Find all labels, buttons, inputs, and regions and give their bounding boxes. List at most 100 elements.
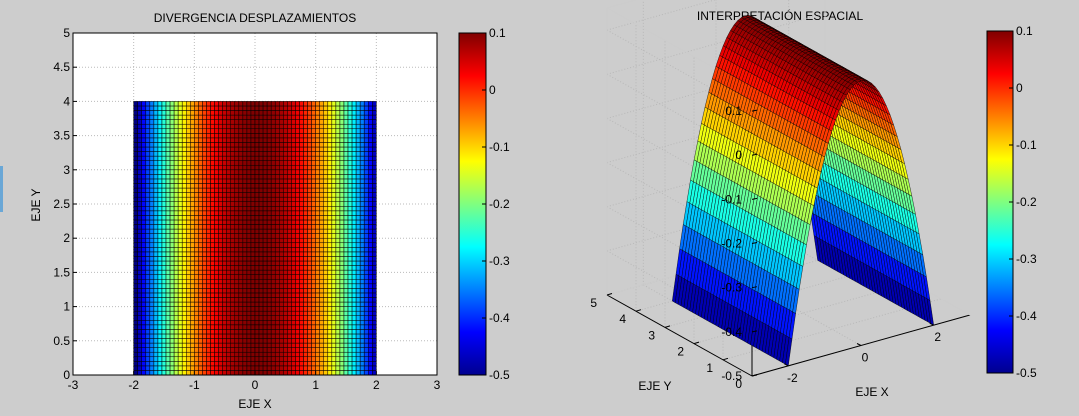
heatmap-cell <box>315 310 320 316</box>
heatmap-cell <box>303 247 308 253</box>
heatmap-cell <box>238 329 244 335</box>
heatmap-cell <box>161 219 167 225</box>
heatmap-cell <box>177 251 183 257</box>
heatmap-cell <box>351 169 357 175</box>
heatmap-cell <box>230 151 236 157</box>
heatmap-cell <box>137 338 143 344</box>
heatmap-cell <box>226 370 231 376</box>
heatmap-cell <box>319 137 325 143</box>
heatmap-cell <box>214 269 219 275</box>
heatmap-cell <box>222 278 227 285</box>
heatmap-cell <box>226 192 231 198</box>
heatmap-cell <box>202 361 207 367</box>
heatmap-cell <box>303 251 308 257</box>
heatmap-cell <box>279 164 284 171</box>
heatmap-cell <box>363 219 369 225</box>
heatmap-cell <box>287 292 292 298</box>
heatmap-cell <box>279 278 284 285</box>
heatmap-cell <box>327 110 333 116</box>
heatmap-cell <box>319 351 325 358</box>
heatmap-cell <box>137 128 143 134</box>
heatmap-cell <box>145 142 151 148</box>
heatmap-cell <box>194 101 199 107</box>
heatmap-cell <box>177 174 183 180</box>
heatmap-cell <box>214 133 219 139</box>
heatmap-cell <box>319 233 325 239</box>
heatmap-cell <box>246 347 252 353</box>
heatmap-cell <box>202 105 207 111</box>
heatmap-cell <box>226 164 231 171</box>
heatmap-cell <box>367 233 373 239</box>
heatmap-cell <box>234 256 240 262</box>
heatmap-cell <box>161 174 167 180</box>
heatmap-cell <box>185 329 191 335</box>
heatmap-cell <box>319 123 325 130</box>
heatmap-cell <box>335 119 341 125</box>
heatmap-cell <box>367 260 373 266</box>
heatmap-cell <box>210 256 215 262</box>
heatmap-cell <box>133 297 138 303</box>
heatmap-cell <box>133 265 138 271</box>
heatmap-cell <box>287 365 292 371</box>
heatmap-cell <box>359 123 365 130</box>
heatmap-cell <box>331 187 337 193</box>
heatmap-cell <box>331 101 337 107</box>
heatmap-cell <box>323 169 329 175</box>
heatmap-cell <box>165 169 171 175</box>
heatmap-cell <box>230 278 236 285</box>
heatmap-cell <box>283 288 288 294</box>
heatmap-cell <box>311 338 316 344</box>
heatmap-cell <box>226 274 231 280</box>
heatmap-cell <box>165 256 171 262</box>
heatmap-cell <box>270 347 276 353</box>
heatmap-cell <box>238 105 244 111</box>
heatmap-cell <box>287 338 292 344</box>
heatmap-cell <box>145 370 151 376</box>
heatmap-cell <box>242 356 248 362</box>
heatmap-cell <box>190 210 195 216</box>
heatmap-cell <box>242 338 248 344</box>
heatmap-cell <box>198 219 203 225</box>
heatmap-cell <box>157 192 163 198</box>
heatmap-cell <box>331 151 337 157</box>
heatmap-cell <box>254 178 260 184</box>
heatmap-cell <box>234 306 240 312</box>
heatmap-cell <box>367 178 373 184</box>
heatmap-cell <box>173 274 179 280</box>
heatmap-cell <box>315 164 320 171</box>
heatmap-cell <box>137 192 143 198</box>
heatmap-cell <box>250 361 256 367</box>
heatmap-cell <box>279 329 284 335</box>
heatmap-cell <box>214 329 219 335</box>
heatmap-cell <box>149 187 155 193</box>
heatmap-cell <box>299 192 304 198</box>
heatmap-cell <box>319 151 325 157</box>
heatmap-cell <box>274 128 280 134</box>
heatmap-cell <box>311 187 316 193</box>
heatmap-cell <box>319 196 325 202</box>
heatmap-cell <box>315 146 320 152</box>
heatmap-cell <box>254 155 260 161</box>
heatmap-cell <box>194 215 199 221</box>
heatmap-cell <box>343 114 349 120</box>
heatmap-cell <box>311 256 316 262</box>
heatmap-cell <box>218 260 223 266</box>
heatmap-cell <box>202 301 207 307</box>
heatmap-cell <box>181 361 187 367</box>
heatmap-cell <box>234 187 240 193</box>
heatmap-cell <box>258 151 264 157</box>
heatmap-cell <box>262 114 268 120</box>
heatmap-cell <box>279 233 284 239</box>
heatmap-cell <box>173 283 179 289</box>
heatmap-cell <box>230 333 236 339</box>
heatmap-cell <box>258 101 264 107</box>
heatmap-cell <box>323 251 329 257</box>
heatmap-cell <box>283 119 288 125</box>
heatmap-cell <box>149 215 155 221</box>
heatmap-y-tick-label: 1.5 <box>53 265 70 279</box>
heatmap-cell <box>315 274 320 280</box>
heatmap-cell <box>202 192 207 198</box>
heatmap-cell <box>343 128 349 134</box>
heatmap-cell <box>185 274 191 280</box>
heatmap-cell <box>359 151 365 157</box>
